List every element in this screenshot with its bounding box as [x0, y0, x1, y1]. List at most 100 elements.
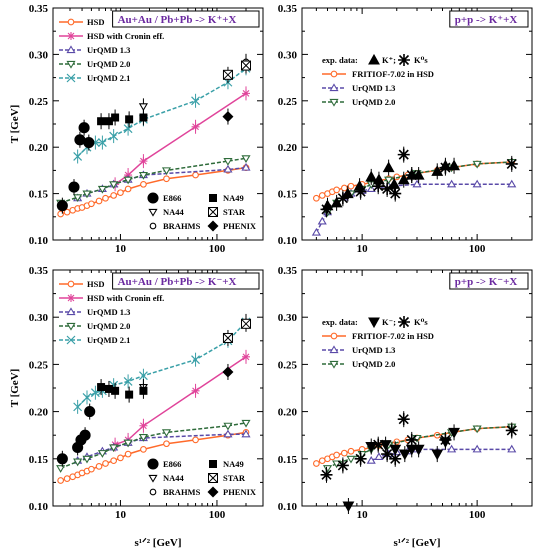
data-point — [138, 434, 148, 442]
data-point — [346, 455, 356, 464]
y-tick-label: 0.20 — [278, 407, 298, 419]
chart-title: p+p -> K⁺+X — [455, 14, 518, 26]
x-tick-label: 10 — [357, 509, 369, 521]
data-point — [317, 216, 327, 225]
legend-marker — [368, 53, 380, 65]
data-point — [97, 383, 106, 392]
data-point — [241, 60, 252, 71]
data-point — [78, 122, 90, 134]
data-point — [431, 165, 444, 176]
data-point — [366, 456, 376, 464]
data-point — [56, 453, 68, 465]
legend-marker — [209, 194, 217, 202]
data-point — [124, 185, 132, 193]
legend: exp. data: K⁺; K⁰s FRITIOF-7.02 in HSD UrQMD… — [322, 53, 434, 107]
data-point — [439, 433, 452, 446]
series-k-s — [320, 411, 518, 483]
chart-panel-2: 0.10 0.15 0.20 0.25 0.30 0.35 10 100 p+p -> K⁺+X… — [278, 3, 533, 255]
legend-marker — [66, 307, 76, 316]
data-point — [97, 185, 107, 194]
data-point — [472, 425, 482, 434]
data-point — [381, 182, 394, 195]
legend-marker — [67, 32, 75, 40]
y-tick-label: 0.10 — [278, 235, 298, 247]
legend-marker — [330, 332, 338, 340]
legend-marker — [368, 317, 380, 329]
title-frame — [449, 10, 529, 28]
data-point — [340, 184, 348, 192]
data-point — [333, 451, 340, 459]
x-tick-label: 100 — [469, 243, 486, 255]
data-point — [73, 152, 83, 161]
data-point — [322, 465, 333, 473]
data-point — [222, 111, 234, 123]
plot-frame — [301, 269, 533, 507]
series-line — [77, 321, 247, 408]
data-point — [56, 465, 66, 473]
data-point — [111, 113, 120, 122]
data-point — [405, 433, 418, 446]
data-point — [125, 390, 134, 399]
data-point — [384, 176, 394, 185]
legend-entry: HSD with Cronin eff. — [87, 293, 164, 303]
data-point — [223, 164, 233, 173]
y-tick-label: 0.10 — [278, 501, 298, 513]
data-point — [405, 169, 418, 182]
data-point — [68, 181, 80, 193]
data-point — [241, 155, 251, 164]
y-tick-label: 0.30 — [29, 312, 49, 324]
data-point — [381, 448, 394, 461]
data-point — [372, 438, 385, 451]
legend-marker — [149, 222, 157, 230]
chart-title-box: p+p -> K⁻+X — [449, 272, 529, 290]
data-point — [382, 161, 395, 173]
data-point — [389, 444, 402, 456]
y-tick-label: 0.30 — [278, 312, 298, 324]
data-point — [97, 138, 107, 147]
data-point — [163, 440, 170, 448]
chart-panel-4: 0.10 0.15 0.20 0.25 0.30 0.35 10 100 s¹ᐟ² [GeV] p… — [278, 265, 533, 548]
data-point — [163, 175, 170, 183]
series-line — [60, 157, 247, 204]
data-point — [223, 422, 233, 431]
legend-entry: UrQMD 1.3 — [87, 45, 130, 55]
legend-entry: UrQMD 2.1 — [87, 73, 130, 83]
chart-title-box: Au+Au / Pb+Pb -> K⁻+X — [112, 272, 260, 290]
y-tick-label: 0.25 — [278, 359, 298, 371]
y-tick-label: 0.30 — [29, 49, 49, 61]
legend-entry: UrQMD 1.3 — [87, 307, 130, 317]
y-tick-label: 0.15 — [278, 454, 298, 466]
legend-marker — [329, 98, 339, 107]
legend-marker — [207, 220, 219, 232]
data-point — [123, 124, 133, 134]
data-point — [138, 171, 148, 180]
legend-entry: NA49 — [223, 193, 244, 203]
data-point — [123, 176, 133, 185]
data-point — [397, 148, 410, 161]
chart-panel-3: 0.10 0.15 0.20 0.25 0.30 0.35 10 100 T [GeV] s¹ᐟ²… — [9, 265, 264, 548]
data-point — [102, 460, 109, 467]
y-tick-label: 0.15 — [29, 189, 49, 201]
data-point — [397, 413, 410, 426]
data-point — [79, 429, 91, 441]
data-point — [336, 192, 349, 205]
legend-marker — [148, 474, 158, 483]
data-point — [88, 200, 95, 208]
y-tick-label: 0.35 — [29, 265, 49, 277]
data-point — [330, 196, 343, 208]
legend: HSD HSD with Cronin eff. UrQMD 1.3 UrQMD 2.… — [59, 17, 257, 232]
legend-marker — [329, 360, 339, 369]
data-point — [139, 386, 148, 395]
data-point — [191, 96, 200, 106]
data-point — [365, 170, 378, 182]
series-e866 — [56, 403, 96, 467]
data-point — [95, 197, 103, 205]
x-tick-label: 100 — [469, 509, 486, 521]
data-point — [222, 366, 234, 378]
data-point — [333, 186, 340, 194]
data-point — [372, 180, 385, 193]
data-point — [161, 429, 172, 438]
legend-entry: STAR — [223, 207, 246, 217]
data-point — [342, 501, 355, 513]
legend-entry: exp. data: — [322, 55, 358, 65]
